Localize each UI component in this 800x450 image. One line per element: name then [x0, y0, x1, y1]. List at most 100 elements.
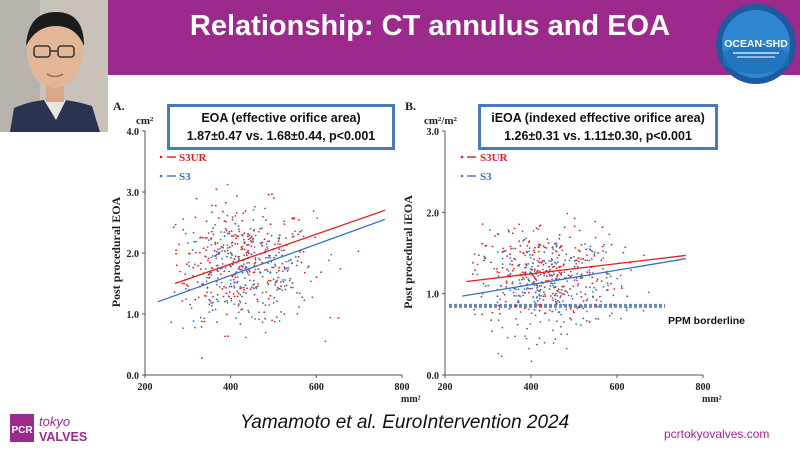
y-tick-label: 2.0 [427, 208, 440, 219]
data-point-s3ur [272, 266, 275, 269]
data-point-s3 [556, 256, 559, 259]
data-point-s3 [643, 254, 645, 257]
data-point-s3ur [299, 251, 301, 253]
data-point-s3 [556, 289, 559, 292]
data-point-s3 [560, 325, 562, 328]
data-point-s3ur [250, 286, 253, 289]
panel-b-y-label: Post procedural iEOA [401, 195, 415, 309]
data-point-s3ur [491, 311, 494, 314]
y-tick-label: 3.0 [127, 188, 140, 199]
data-point-s3ur [216, 293, 219, 296]
data-point-s3ur [279, 243, 281, 246]
data-point-s3 [509, 289, 512, 292]
data-point-s3 [484, 285, 487, 287]
data-point-s3ur [227, 335, 229, 338]
data-point-s3ur [578, 250, 581, 253]
data-point-s3 [538, 337, 541, 340]
data-point-s3 [287, 260, 290, 262]
data-point-s3 [216, 283, 218, 286]
data-point-s3 [563, 321, 565, 323]
panel-a-callout: EOA (effective orifice area) 1.87±0.47 v… [167, 104, 395, 150]
y-tick-label: 1.0 [427, 290, 440, 301]
data-point-s3ur [537, 228, 540, 231]
data-point-s3ur [269, 294, 272, 297]
y-tick-label: 0.0 [127, 371, 140, 382]
data-point-s3 [278, 320, 281, 322]
data-point-s3 [507, 229, 510, 231]
data-point-s3ur [537, 304, 540, 306]
data-point-s3 [500, 355, 503, 358]
data-point-s3ur [506, 255, 509, 257]
data-point-s3ur [248, 252, 250, 255]
data-point-s3ur [221, 287, 224, 290]
data-point-s3ur [597, 318, 600, 320]
data-point-s3ur [526, 327, 529, 330]
data-point-s3ur [248, 262, 251, 264]
data-point-s3 [538, 261, 540, 264]
data-point-s3ur [262, 216, 264, 218]
data-point-s3 [242, 238, 245, 241]
data-point-s3ur [210, 238, 213, 240]
data-point-s3 [551, 282, 554, 285]
data-point-s3ur [219, 273, 222, 276]
data-point-s3 [580, 277, 583, 279]
data-point-s3 [273, 320, 276, 323]
data-point-s3ur [230, 256, 232, 259]
data-point-s3 [593, 251, 596, 254]
data-point-s3ur [585, 299, 588, 302]
data-point-s3ur [201, 283, 203, 286]
data-point-s3 [551, 278, 553, 281]
data-point-s3ur [184, 273, 187, 276]
data-point-s3ur [586, 271, 589, 274]
data-point-s3ur [182, 228, 185, 231]
data-point-s3 [191, 249, 194, 251]
data-point-s3 [552, 329, 554, 332]
data-point-s3 [200, 236, 202, 239]
data-point-s3ur [199, 251, 201, 254]
data-point-s3 [570, 318, 573, 321]
data-point-s3 [255, 287, 258, 290]
data-point-s3ur [242, 212, 245, 215]
data-point-s3 [228, 232, 231, 235]
data-point-s3ur [172, 226, 175, 229]
data-point-s3ur [491, 245, 494, 248]
data-point-s3 [519, 244, 522, 247]
data-point-s3ur [315, 276, 318, 279]
data-point-s3 [254, 205, 256, 208]
data-point-s3ur [206, 291, 208, 294]
data-point-s3 [186, 242, 189, 244]
data-point-s3ur [221, 210, 224, 213]
site-url[interactable]: pcrtokyovalves.com [664, 427, 770, 441]
slide-title: Relationship: CT annulus and EOA [189, 10, 671, 42]
data-point-s3ur [179, 270, 181, 273]
data-point-s3 [280, 249, 283, 252]
data-point-s3 [297, 233, 299, 236]
data-point-s3ur [202, 247, 205, 250]
data-point-s3ur [555, 293, 557, 295]
data-point-s3 [551, 297, 554, 300]
data-point-s3ur [242, 291, 245, 294]
data-point-s3 [253, 283, 256, 285]
data-point-s3ur [273, 256, 275, 259]
data-point-s3 [276, 300, 278, 303]
data-point-s3 [253, 246, 256, 248]
data-point-s3 [215, 253, 218, 256]
data-point-s3 [522, 240, 524, 242]
data-point-s3 [247, 243, 249, 246]
data-point-s3 [528, 347, 530, 350]
data-point-s3ur [254, 257, 257, 259]
data-point-s3 [560, 313, 562, 316]
data-point-s3ur [264, 269, 266, 271]
data-point-s3ur [484, 256, 487, 259]
data-point-s3ur [575, 259, 578, 262]
data-point-s3 [283, 220, 285, 223]
data-point-s3ur [501, 251, 504, 254]
data-point-s3 [505, 286, 508, 288]
data-point-s3 [215, 257, 218, 260]
data-point-s3ur [626, 295, 629, 298]
data-point-s3ur [528, 241, 530, 244]
data-point-s3ur [320, 271, 322, 274]
data-point-s3 [208, 298, 211, 301]
data-point-s3ur [573, 217, 576, 220]
